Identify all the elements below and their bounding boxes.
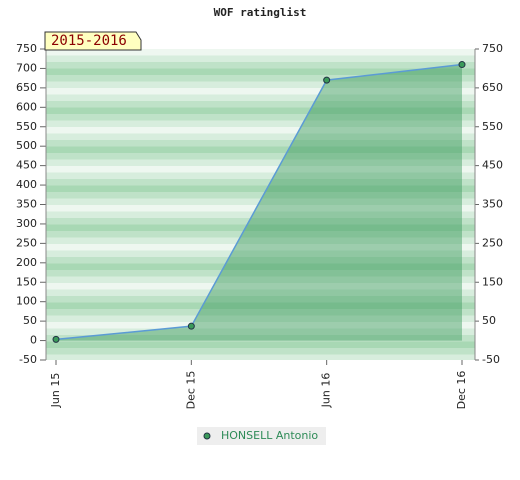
y2-tick-label: 350 <box>482 198 503 211</box>
stripe <box>46 140 475 147</box>
stripe <box>46 107 475 114</box>
annotation-box <box>44 31 142 51</box>
stripe <box>46 185 475 192</box>
stripe <box>46 159 475 166</box>
stripe <box>46 88 475 95</box>
point <box>458 61 466 69</box>
y2-tick-label: 150 <box>482 275 503 288</box>
y-tick-label: 150 <box>16 275 37 288</box>
x-tick-label: Jun 15 <box>49 373 62 409</box>
stripe <box>46 335 475 342</box>
stripe <box>46 315 475 322</box>
stripe <box>46 218 475 225</box>
stripe <box>46 237 475 244</box>
stripe <box>46 101 475 108</box>
y-tick-label: 750 <box>16 42 37 55</box>
stripe <box>46 55 475 62</box>
stripe <box>46 75 475 82</box>
stripe <box>46 348 475 355</box>
stripe <box>46 153 475 160</box>
y2-tick-label: -50 <box>482 353 500 366</box>
annotation: 2015-2016 <box>51 33 127 49</box>
y2-tick-label: 650 <box>482 81 503 94</box>
y-tick-label: 650 <box>16 81 37 94</box>
legend-marker <box>203 432 211 440</box>
stripe <box>46 244 475 251</box>
legend-box <box>197 427 326 445</box>
stripe <box>46 341 475 348</box>
stripe <box>46 354 475 360</box>
y-tick-label: 100 <box>16 295 37 308</box>
stripe <box>46 114 475 121</box>
chart-title: WOF ratinglist <box>214 6 307 19</box>
x-tick-label: Dec 15 <box>184 371 197 410</box>
y-tick-label: -50 <box>19 353 37 366</box>
stripe <box>46 94 475 101</box>
stripe <box>46 322 475 329</box>
stripe <box>46 192 475 199</box>
y-tick-label: 450 <box>16 159 37 172</box>
y-tick-label: 400 <box>16 178 37 191</box>
stripe <box>46 231 475 238</box>
stripe <box>46 62 475 69</box>
y-tick-label: 0 <box>30 334 37 347</box>
stripe <box>46 146 475 153</box>
stripe <box>46 289 475 296</box>
stripe <box>46 205 475 212</box>
y-tick-label: 700 <box>16 61 37 74</box>
stripe <box>46 120 475 127</box>
y-tick-label: 350 <box>16 198 37 211</box>
stripe <box>46 302 475 309</box>
x-tick-label: Dec 16 <box>455 371 468 410</box>
y2-tick-label: 250 <box>482 236 503 249</box>
point <box>52 335 60 343</box>
stripe <box>46 179 475 186</box>
stripe <box>46 68 475 75</box>
area <box>56 64 462 341</box>
y2-tick-label: 550 <box>482 120 503 133</box>
stripe <box>46 257 475 264</box>
y2-tick-label: 50 <box>482 314 496 327</box>
point <box>187 322 195 330</box>
stripe <box>46 81 475 88</box>
y-tick-label: 300 <box>16 217 37 230</box>
stripe <box>46 263 475 270</box>
y-tick-label: 550 <box>16 120 37 133</box>
stripe <box>46 250 475 257</box>
stripe <box>46 211 475 218</box>
legend-label: HONSELL Antonio <box>221 429 318 442</box>
y-tick-label: 250 <box>16 236 37 249</box>
stripe <box>46 283 475 290</box>
stripe <box>46 276 475 283</box>
stripe <box>46 309 475 316</box>
stripe <box>46 166 475 173</box>
stripe <box>46 49 475 56</box>
y-tick-label: 600 <box>16 100 37 113</box>
y2-tick-label: 750 <box>482 42 503 55</box>
y-tick-label: 50 <box>23 314 37 327</box>
plot-background <box>46 49 475 360</box>
point <box>323 76 331 84</box>
stripe <box>46 296 475 303</box>
stripe <box>46 224 475 231</box>
y-tick-label: 200 <box>16 256 37 269</box>
y2-tick-label: 450 <box>482 159 503 172</box>
stripe <box>46 133 475 140</box>
y-tick-label: 500 <box>16 139 37 152</box>
x-tick-label: Jun 16 <box>320 373 333 409</box>
stripe <box>46 172 475 179</box>
line <box>55 63 463 341</box>
stripe <box>46 328 475 335</box>
stripe <box>46 270 475 277</box>
stripe <box>46 127 475 134</box>
